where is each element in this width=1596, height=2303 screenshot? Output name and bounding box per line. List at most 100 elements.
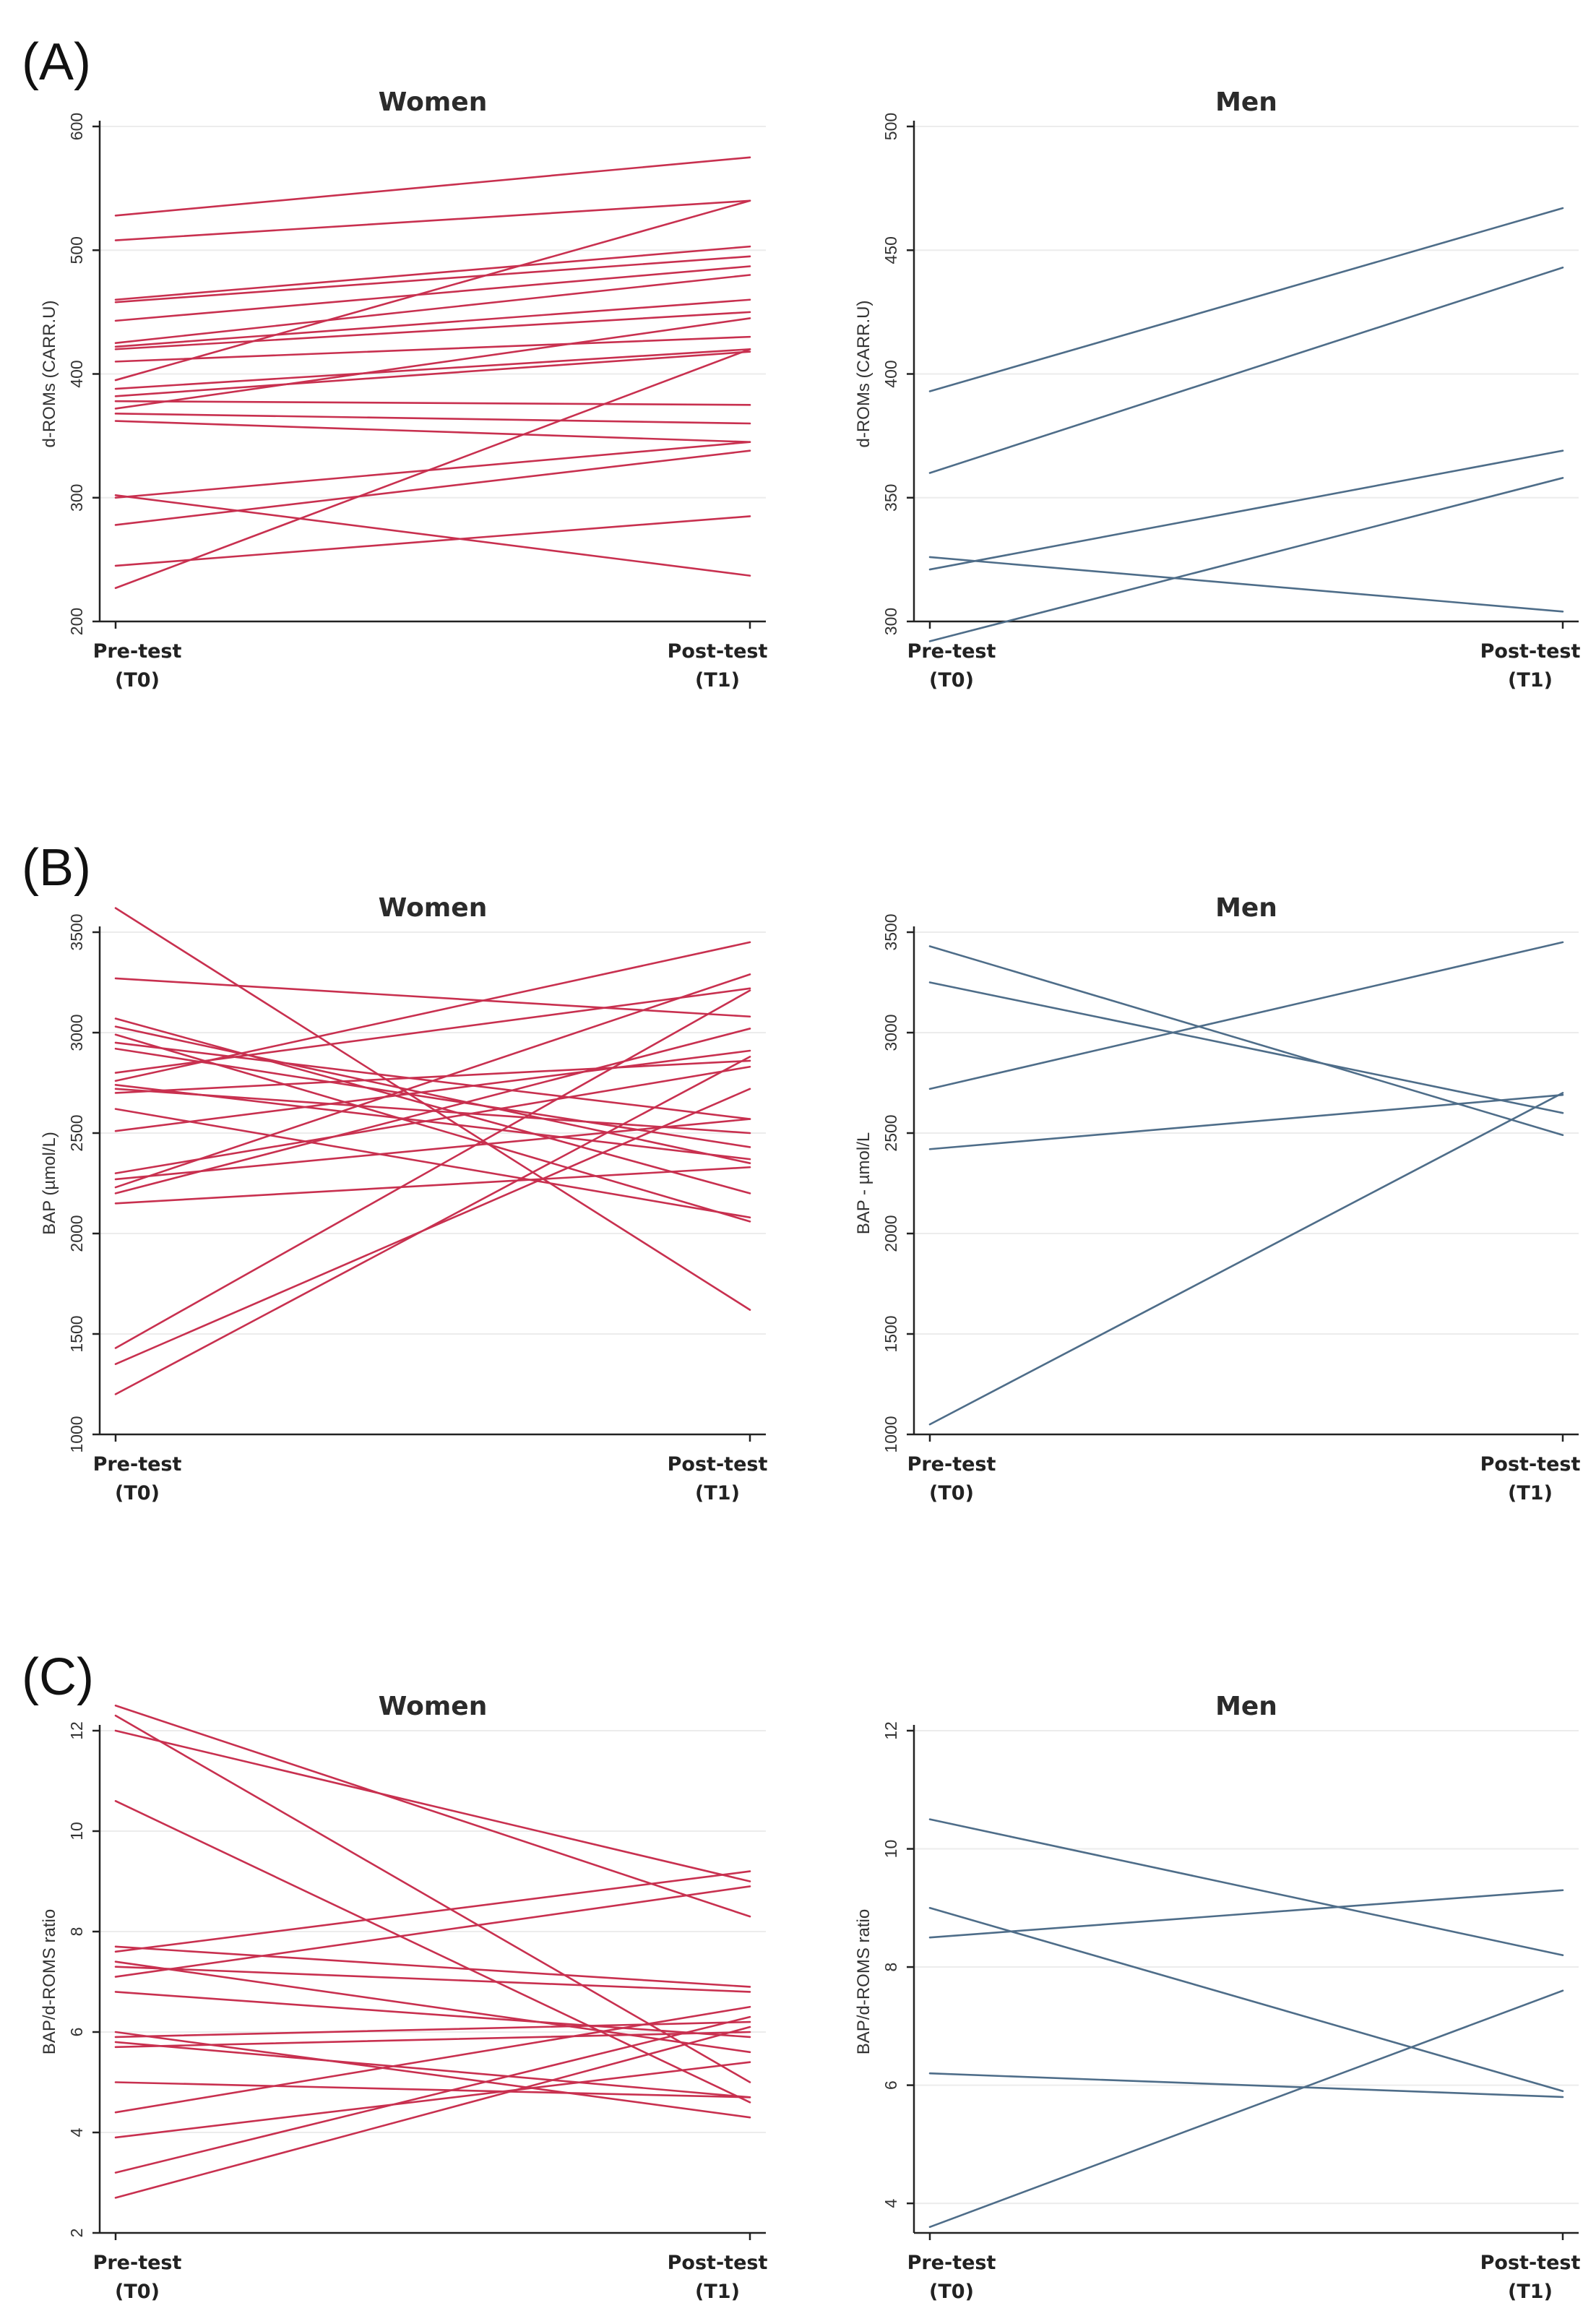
series-line (114, 1028, 751, 1194)
y-tick-label: 1500 (881, 1315, 900, 1352)
series-line (114, 1108, 751, 1219)
charts-layer: 200 300 400 500 600 Pre-test (T0) Post-test (T1)… (40, 87, 1580, 2303)
series-line (114, 2031, 751, 2049)
series-line (114, 1065, 751, 1174)
y-tick-label: 3000 (67, 1014, 86, 1051)
y-axis-label: d-ROMs (CARR.U) (854, 301, 874, 448)
series-line (928, 266, 1564, 474)
series-line (114, 317, 751, 410)
x-tick-sublabel: (T0) (115, 2281, 160, 2303)
y-tick-label: 3500 (67, 913, 86, 950)
series-line (114, 515, 751, 567)
y-tick-label: 300 (67, 484, 86, 512)
series-line (114, 1885, 751, 1978)
series-line (114, 311, 751, 350)
y-tick-label: 6 (67, 2028, 86, 2037)
series-line (114, 199, 751, 241)
y-tick-label: 3500 (881, 913, 900, 950)
series-line (114, 1729, 751, 1882)
x-tick-label: Post-test (1480, 1453, 1581, 1476)
series-line (114, 1017, 751, 1194)
series-line (928, 477, 1564, 642)
series-line (114, 1049, 751, 1132)
series-line (114, 989, 751, 1349)
series-line (114, 941, 751, 1082)
series-line (114, 441, 751, 499)
series-line (114, 973, 751, 1189)
y-tick-label: 450 (881, 236, 900, 264)
y-tick-label: 2500 (881, 1114, 900, 1151)
x-tick-sublabel: (T0) (929, 669, 974, 692)
series-line (114, 348, 751, 590)
y-tick-label: 500 (881, 113, 900, 140)
y-axis-label: BAP/d-ROMS ratio (854, 1909, 874, 2054)
x-tick-sublabel: (T1) (1508, 1482, 1553, 1505)
series-line (114, 298, 751, 348)
x-tick-sublabel: (T1) (695, 669, 740, 692)
chart-C-men: 4 6 8 10 12 Pre-test (T0) Post-test (T1) Men BAP/d… (854, 1692, 1580, 2303)
y-tick-label: 3000 (881, 1014, 900, 1051)
y-tick-label: 400 (881, 360, 900, 387)
y-tick-label: 10 (881, 1840, 900, 1859)
y-tick-label: 400 (67, 360, 86, 387)
series-line (114, 1059, 751, 1094)
series-line (114, 1025, 751, 1164)
series-line (114, 2015, 751, 2174)
series-line (114, 412, 751, 425)
y-axis-label: BAP - µmol/L (854, 1132, 874, 1234)
chart-title: Women (379, 87, 488, 117)
series-line (928, 556, 1564, 613)
x-tick-sublabel: (T0) (929, 1482, 974, 1505)
y-tick-label: 2 (67, 2229, 86, 2238)
series-line (114, 1960, 751, 2054)
x-tick-sublabel: (T1) (695, 1482, 740, 1505)
x-tick-label: Pre-test (907, 2252, 996, 2274)
x-tick-label: Post-test (668, 640, 768, 663)
series-line (928, 449, 1564, 571)
series-line (114, 199, 751, 382)
series-line (928, 1989, 1564, 2229)
y-tick-label: 6 (881, 2080, 900, 2090)
x-tick-label: Post-test (668, 2252, 768, 2274)
y-tick-label: 8 (67, 1927, 86, 1937)
series-line (114, 1714, 751, 2083)
y-tick-label: 4 (881, 2199, 900, 2208)
y-tick-label: 8 (881, 1963, 900, 1972)
y-axis-label: BAP (µmol/L) (40, 1132, 59, 1235)
chart-title: Men (1215, 1692, 1277, 1721)
chart-A-men: 300 350 400 450 500 Pre-test (T0) Post-test (T1)… (854, 87, 1580, 692)
y-tick-label: 1000 (67, 1416, 86, 1452)
panel-label-a: (A) (22, 33, 91, 91)
series-line (114, 400, 751, 406)
series-line (114, 1800, 751, 2104)
series-line (114, 1056, 751, 1395)
x-tick-sublabel: (T1) (695, 2281, 740, 2303)
y-tick-label: 500 (67, 236, 86, 264)
chart-title: Men (1215, 87, 1277, 117)
x-tick-label: Post-test (668, 1453, 768, 1476)
series-line (114, 2081, 751, 2098)
y-tick-label: 4 (67, 2127, 86, 2137)
x-tick-sublabel: (T0) (115, 669, 160, 692)
series-line (114, 274, 751, 344)
series-line (114, 2005, 751, 2114)
chart-B-men: 1000 1500 2000 2500 3000 3500 Pre-test (T0) Post… (854, 893, 1580, 1505)
chart-A-women: 200 300 400 500 600 Pre-test (T0) Post-test (T1)… (40, 87, 767, 692)
y-axis-label: BAP/d-ROMS ratio (40, 1909, 59, 2054)
series-line (114, 420, 751, 443)
x-tick-label: Post-test (1480, 640, 1581, 663)
chart-B-women: 1000 1500 2000 2500 3000 3500 Pre-test (T0) Post… (40, 893, 767, 1505)
panel-label-b: (B) (22, 839, 91, 897)
series-line (114, 156, 751, 217)
series-line (114, 1704, 751, 1918)
y-tick-label: 200 (67, 608, 86, 635)
y-tick-label: 2000 (67, 1215, 86, 1252)
x-tick-label: Pre-test (907, 640, 996, 663)
series-line (114, 245, 751, 301)
y-tick-label: 2500 (67, 1114, 86, 1151)
series-line (114, 449, 751, 526)
series-line (114, 1945, 751, 1988)
series-line (928, 1093, 1564, 1150)
x-tick-sublabel: (T0) (115, 1482, 160, 1505)
